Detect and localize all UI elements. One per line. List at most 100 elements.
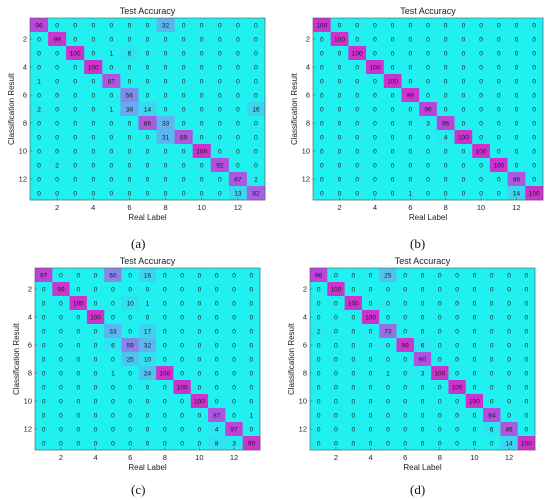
heatmap-cell [313, 172, 331, 187]
cell-value-label: 0 [182, 107, 186, 114]
heatmap-cell [52, 436, 70, 451]
heatmap-cell [344, 338, 363, 353]
heatmap-cell [102, 144, 121, 159]
heatmap-cell [489, 46, 508, 61]
heatmap-cell [52, 282, 70, 297]
cell-value-label: 100 [452, 385, 463, 392]
heatmap-cell [383, 18, 402, 33]
heatmap-cell [348, 144, 367, 159]
panel-label-d: (d) [410, 482, 426, 497]
cell-value-label: 0 [462, 191, 466, 198]
heatmap-cell [436, 186, 455, 201]
cell-value-label: 0 [444, 79, 448, 86]
cell-value-label: 0 [59, 273, 63, 280]
cell-value-label: 0 [490, 357, 494, 364]
heatmap-cell [30, 18, 49, 33]
heatmap-cell [472, 130, 491, 145]
heatmap-cell [246, 130, 266, 145]
x-tick-label: 2 [334, 453, 338, 462]
cell-value-label: 0 [215, 399, 219, 406]
heatmap-cell [313, 130, 331, 145]
cell-value-label: 0 [37, 51, 41, 58]
cell-value-label: 0 [128, 65, 132, 72]
cell-value-label: 3 [232, 441, 236, 448]
heatmap-cell [190, 408, 209, 423]
cell-value-label: 0 [408, 23, 412, 30]
cell-value-label: 0 [507, 343, 511, 350]
cell-value-label: 0 [421, 441, 425, 448]
heatmap-cell [173, 408, 192, 423]
heatmap-cell [156, 366, 174, 381]
heatmap-cell [138, 352, 157, 367]
cell-value-label: 0 [525, 315, 529, 322]
cell-value-label: 0 [163, 427, 167, 434]
cell-value-label: 0 [73, 79, 77, 86]
heatmap-cell [517, 296, 536, 311]
cell-value-label: 0 [532, 121, 536, 128]
heatmap-cell [431, 436, 449, 451]
heatmap-cell [48, 60, 67, 75]
cell-value-label: 0 [128, 287, 132, 294]
heatmap-cell [366, 158, 385, 173]
heatmap-cell [48, 74, 67, 89]
heatmap-cell [507, 130, 526, 145]
heatmap-cell [454, 102, 473, 117]
heatmap-cell [344, 268, 363, 283]
cell-value-label: 0 [507, 301, 511, 308]
heatmap-cell [313, 32, 331, 47]
cell-value-label: 0 [164, 107, 168, 114]
heatmap-cell [48, 130, 67, 145]
heatmap-cell [121, 268, 140, 283]
heatmap-cell [52, 366, 70, 381]
heatmap-cell [507, 32, 526, 47]
heatmap-cell [173, 338, 192, 353]
heatmap-cell [448, 380, 467, 395]
cell-value-label: 0 [444, 149, 448, 156]
cell-value-label: 0 [479, 51, 483, 58]
heatmap-cell [246, 60, 266, 75]
heatmap-cell [84, 74, 103, 89]
cell-value-label: 0 [438, 385, 442, 392]
cell-value-label: 94 [488, 413, 496, 420]
heatmap-cell [313, 18, 331, 33]
cell-value-label: 0 [408, 149, 412, 156]
cell-value-label: 0 [164, 93, 168, 100]
y-tick-label: 4 [303, 313, 307, 322]
cell-value-label: 0 [200, 79, 204, 86]
cell-value-label: 0 [180, 427, 184, 434]
cell-value-label: 0 [386, 399, 390, 406]
heatmap-cell [327, 310, 345, 325]
cell-value-label: 59 [127, 343, 135, 350]
cell-value-label: 0 [455, 329, 459, 336]
heatmap-cell [454, 46, 473, 61]
heatmap-cell [210, 74, 230, 89]
heatmap-cell [66, 102, 85, 117]
cell-value-label: 0 [525, 427, 529, 434]
heatmap-cell [454, 88, 473, 103]
y-tick-label: 4 [23, 63, 27, 72]
heatmap-cell [138, 422, 157, 437]
heatmap-cell [86, 366, 105, 381]
cell-value-label: 0 [218, 79, 222, 86]
cell-value-label: 3 [421, 371, 425, 378]
cell-value-label: 0 [236, 149, 240, 156]
heatmap-cell [69, 380, 88, 395]
cell-value-label: 100 [196, 149, 207, 156]
heatmap-cell [156, 394, 174, 409]
heatmap-cell [138, 158, 157, 173]
heatmap-cell [383, 144, 402, 159]
cell-value-label: 0 [91, 93, 95, 100]
cell-value-label: 0 [334, 329, 338, 336]
cell-value-label: 0 [42, 385, 46, 392]
heatmap-cell [348, 88, 367, 103]
heatmap-cell [120, 32, 139, 47]
heatmap-cell [69, 324, 88, 339]
cell-value-label: 0 [146, 427, 150, 434]
heatmap-cell [465, 436, 484, 451]
heatmap-cell [465, 282, 484, 297]
cell-value-label: 87 [108, 79, 116, 86]
cell-value-label: 99 [54, 37, 62, 44]
heatmap-cell [228, 130, 248, 145]
cell-value-label: 0 [391, 191, 395, 198]
cell-value-label: 0 [473, 315, 477, 322]
